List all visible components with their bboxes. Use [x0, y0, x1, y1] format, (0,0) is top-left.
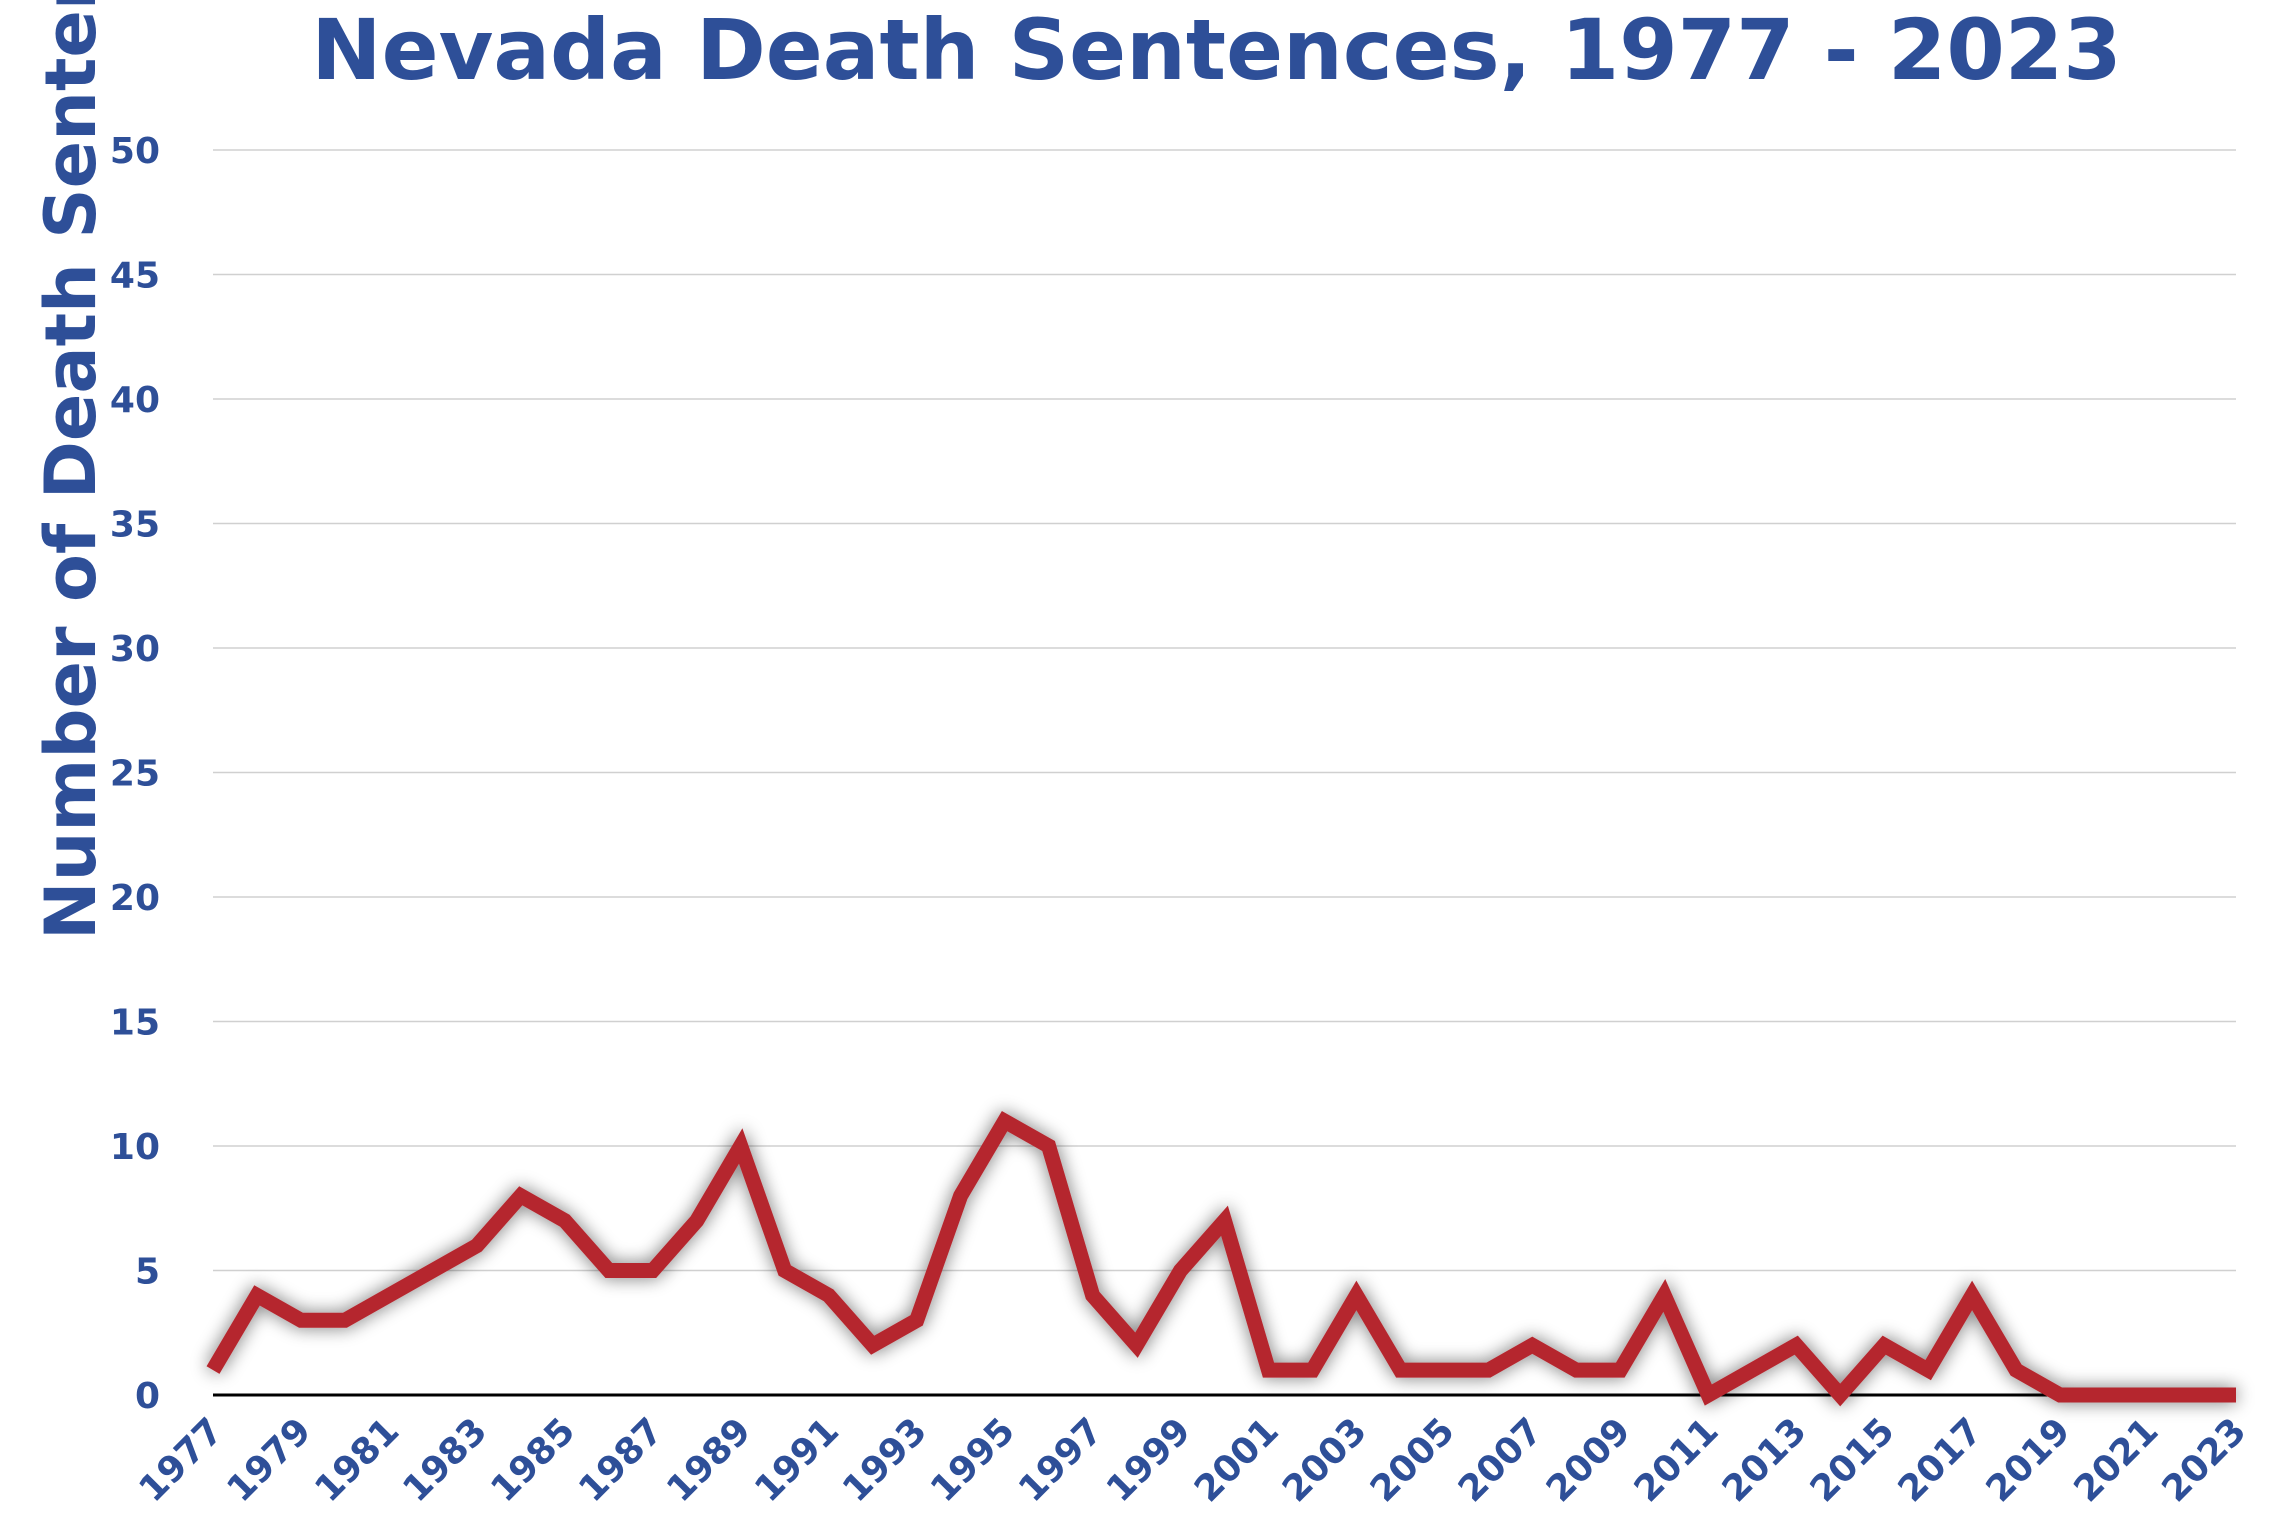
- data-point-1992: [871, 1343, 875, 1347]
- data-point-2012: [1750, 1368, 1754, 1372]
- data-point-1981: [387, 1293, 391, 1297]
- data-point-2015: [1882, 1343, 1886, 1347]
- y-tick-5: 5: [135, 1252, 160, 1293]
- data-point-2017: [1970, 1293, 1974, 1297]
- x-tick-2013: 2013: [1715, 1410, 1815, 1510]
- data-point-2000: [1223, 1219, 1227, 1223]
- data-point-1985: [563, 1219, 567, 1223]
- x-tick-1985: 1985: [483, 1410, 583, 1510]
- x-tick-2007: 2007: [1451, 1410, 1551, 1510]
- y-tick-30: 30: [110, 629, 160, 670]
- chart-title: Nevada Death Sentences, 1977 - 2023: [311, 1, 2122, 99]
- x-tick-2015: 2015: [1803, 1410, 1903, 1510]
- data-point-2011: [1706, 1393, 1710, 1397]
- x-tick-2001: 2001: [1187, 1410, 1287, 1510]
- data-point-2003: [1354, 1293, 1358, 1297]
- data-point-1998: [1135, 1343, 1139, 1347]
- data-point-2016: [1926, 1368, 1930, 1372]
- x-tick-2019: 2019: [1979, 1410, 2079, 1510]
- data-point-2004: [1398, 1368, 1402, 1372]
- data-point-1991: [827, 1293, 831, 1297]
- series-line: [206, 1110, 2236, 1407]
- y-tick-25: 25: [110, 754, 160, 795]
- y-tick-labels: 0 5 10 15 20 25 30 35 40 45 50: [110, 131, 160, 1417]
- data-point-1984: [519, 1194, 523, 1198]
- data-point-1988: [695, 1219, 699, 1223]
- data-point-2013: [1794, 1343, 1798, 1347]
- x-tick-1987: 1987: [571, 1410, 671, 1510]
- data-point-1983: [475, 1244, 479, 1248]
- x-tick-1989: 1989: [659, 1410, 759, 1510]
- x-tick-1979: 1979: [219, 1410, 319, 1510]
- data-point-1994: [959, 1194, 963, 1198]
- data-point-1990: [783, 1269, 787, 1273]
- data-point-1996: [1047, 1144, 1051, 1148]
- x-tick-1995: 1995: [923, 1410, 1023, 1510]
- data-point-1979: [299, 1318, 303, 1322]
- data-point-2022: [2190, 1393, 2194, 1397]
- data-point-2008: [1574, 1368, 1578, 1372]
- data-point-1999: [1179, 1269, 1183, 1273]
- y-tick-40: 40: [110, 380, 160, 421]
- data-point-2005: [1442, 1368, 1446, 1372]
- data-point-2023: [2234, 1393, 2238, 1397]
- x-tick-2005: 2005: [1363, 1410, 1463, 1510]
- x-tick-1993: 1993: [835, 1410, 935, 1510]
- data-point-1986: [607, 1269, 611, 1273]
- data-point-1978: [255, 1293, 259, 1297]
- data-point-1977: [211, 1368, 215, 1372]
- data-point-2018: [2014, 1368, 2018, 1372]
- data-point-2010: [1662, 1293, 1666, 1297]
- data-point-2007: [1530, 1343, 1534, 1347]
- data-point-1997: [1091, 1293, 1095, 1297]
- x-tick-2017: 2017: [1891, 1410, 1991, 1510]
- x-tick-1997: 1997: [1011, 1410, 1111, 1510]
- data-point-2020: [2102, 1393, 2106, 1397]
- x-tick-1991: 1991: [747, 1410, 847, 1510]
- x-tick-1977: 1977: [132, 1410, 232, 1510]
- y-tick-45: 45: [110, 256, 160, 297]
- x-tick-1981: 1981: [307, 1410, 407, 1510]
- x-tick-1983: 1983: [395, 1410, 495, 1510]
- y-tick-0: 0: [135, 1376, 160, 1417]
- y-tick-50: 50: [110, 131, 160, 172]
- data-point-1993: [915, 1318, 919, 1322]
- data-point-1995: [1003, 1119, 1007, 1123]
- data-point-2001: [1266, 1368, 1270, 1372]
- data-point-2021: [2146, 1393, 2150, 1397]
- y-tick-15: 15: [110, 1003, 160, 1044]
- data-point-1980: [343, 1318, 347, 1322]
- y-tick-10: 10: [110, 1127, 160, 1168]
- x-tick-2009: 2009: [1539, 1410, 1639, 1510]
- data-point-2002: [1310, 1368, 1314, 1372]
- x-tick-2003: 2003: [1275, 1410, 1375, 1510]
- x-tick-1999: 1999: [1099, 1410, 1199, 1510]
- series-layer: [206, 1110, 2236, 1407]
- y-tick-35: 35: [110, 505, 160, 546]
- data-point-1987: [651, 1269, 655, 1273]
- data-point-2014: [1838, 1393, 1842, 1397]
- data-point-2019: [2058, 1393, 2062, 1397]
- data-point-1982: [431, 1269, 435, 1273]
- x-tick-2021: 2021: [2067, 1410, 2167, 1510]
- x-tick-2023: 2023: [2155, 1410, 2255, 1510]
- data-point-1989: [739, 1144, 743, 1148]
- x-tick-2011: 2011: [1627, 1410, 1727, 1510]
- gridlines: [213, 149, 2236, 1397]
- y-tick-20: 20: [110, 878, 160, 919]
- x-tick-labels: 1977197919811983198519871989199119931995…: [132, 1410, 2255, 1510]
- data-point-2009: [1618, 1368, 1622, 1372]
- data-point-2006: [1486, 1368, 1490, 1372]
